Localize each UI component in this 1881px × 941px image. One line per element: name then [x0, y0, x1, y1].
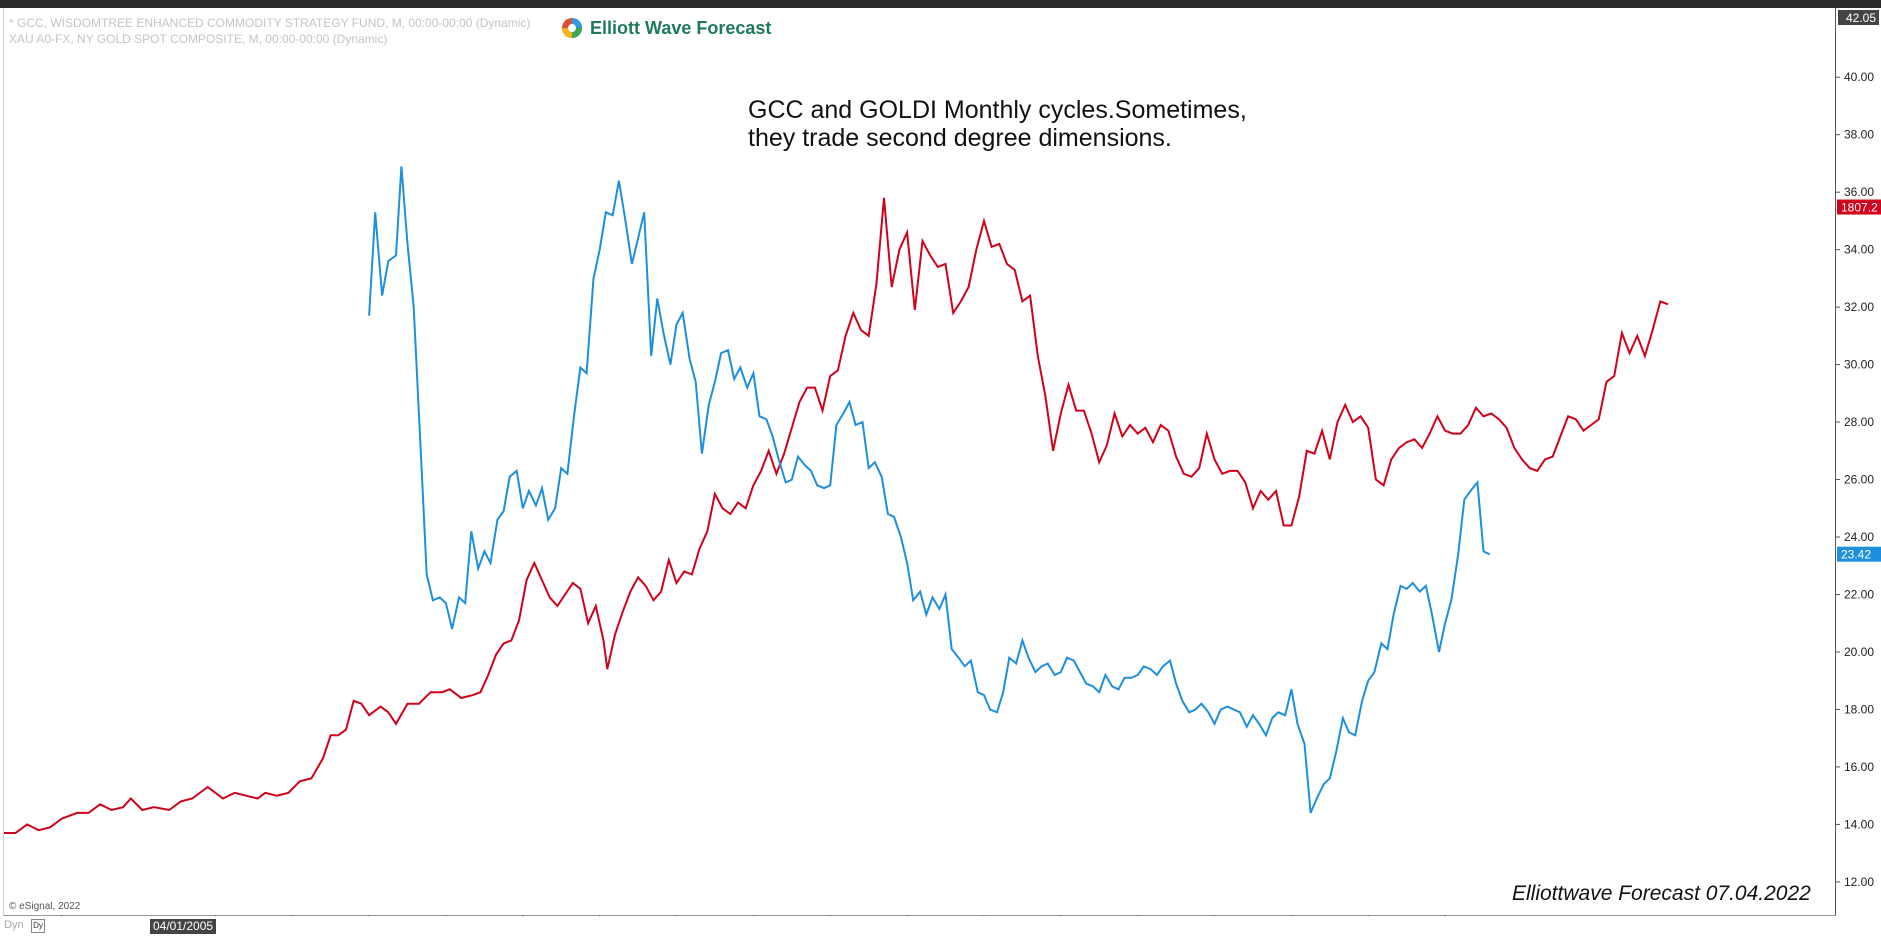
dyn-toggle-icon[interactable]: Dy: [31, 919, 45, 933]
last-value-label-gold: 23.42: [1841, 548, 1871, 562]
chart-annotation: GCC and GOLDI Monthly cycles.Sometimes, …: [748, 96, 1247, 152]
cursor-date-label: 04/01/2005: [150, 919, 217, 934]
dyn-label[interactable]: Dyn: [4, 919, 24, 931]
window-top-bar: [0, 0, 1881, 8]
y-tick-label: 30.00: [1844, 358, 1874, 372]
annotation-line-2: they trade second degree dimensions.: [748, 124, 1172, 152]
y-tick-label: 24.00: [1844, 530, 1874, 544]
y-tick-label: 22.00: [1844, 588, 1874, 602]
watermark: Elliottwave Forecast 07.04.2022: [1512, 882, 1811, 905]
last-value-box-gcc: [1837, 199, 1881, 215]
symbol-legend-gold: XAU A0-FX, NY GOLD SPOT COMPOSITE, M, 00…: [9, 32, 388, 46]
price-axis-line: [1835, 8, 1836, 915]
last-value-box-gold: [1837, 546, 1881, 562]
top-price-label: 42.05: [1846, 11, 1876, 25]
copyright: © eSignal, 2022: [9, 901, 81, 912]
last-value-label-gcc: 1807.2: [1841, 201, 1878, 215]
y-tick-label: 14.00: [1844, 817, 1874, 831]
logo-text: Elliott Wave Forecast: [590, 17, 772, 38]
y-tick-label: 28.00: [1844, 415, 1874, 429]
series-line-gold[interactable]: [368, 166, 1491, 814]
y-tick-label: 16.00: [1844, 760, 1874, 774]
series-line-gcc[interactable]: [4, 197, 1669, 834]
logo: Elliott Wave Forecast: [560, 16, 771, 40]
symbol-legend-gcc: * GCC, WISDOMTREE ENHANCED COMMODITY STR…: [9, 16, 531, 30]
y-tick-label: 34.00: [1844, 243, 1874, 257]
y-tick-label: 12.00: [1844, 875, 1874, 889]
y-tick-label: 38.00: [1844, 128, 1874, 142]
logo-icon: [562, 18, 582, 38]
y-tick-label: 36.00: [1844, 185, 1874, 199]
top-price-box: [1838, 10, 1879, 25]
y-tick-label: 32.00: [1844, 300, 1874, 314]
last-value-labels: 1807.2 23.42: [1837, 199, 1881, 562]
y-axis-ticks: 12.00 14.00 16.00 18.00 20.00 22.00 24.00 26.00…: [1835, 10, 1879, 889]
y-tick-label: 40.00: [1844, 70, 1874, 84]
y-tick-label: 18.00: [1844, 702, 1874, 716]
y-tick-label: 20.00: [1844, 645, 1874, 659]
y-tick-label: 26.00: [1844, 473, 1874, 487]
chart-frame: [3, 8, 1836, 916]
time-axis-strip: [0, 916, 1881, 941]
annotation-line-1: GCC and GOLDI Monthly cycles.Sometimes,: [748, 96, 1247, 124]
